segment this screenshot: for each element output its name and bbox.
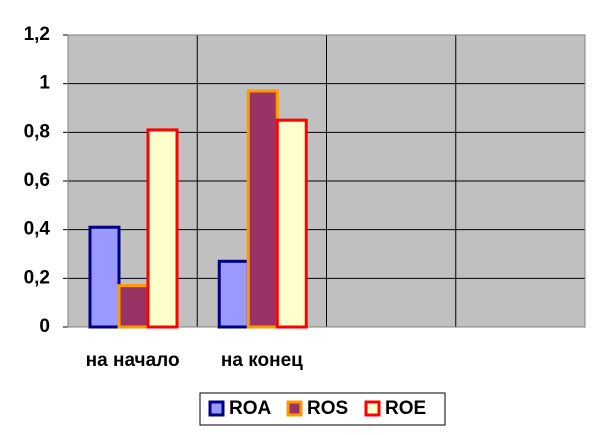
y-tick-label: 1,2	[24, 24, 50, 45]
legend-swatch	[286, 400, 303, 417]
x-tick-label: на конец	[221, 350, 303, 371]
bar	[217, 259, 250, 329]
legend-swatch	[364, 400, 381, 417]
x-tick-label: на начало	[86, 350, 180, 371]
legend-box	[199, 392, 446, 426]
bar	[88, 225, 121, 329]
bar	[146, 128, 179, 329]
legend-label: ROS	[307, 398, 348, 419]
y-tick-label: 0,8	[24, 121, 50, 142]
bar	[117, 284, 150, 329]
y-tick-label: 1	[39, 73, 50, 94]
legend-swatch	[208, 400, 225, 417]
legend-label: ROA	[229, 398, 272, 419]
bar	[246, 89, 279, 329]
y-tick-label: 0	[39, 316, 50, 337]
legend-label: ROE	[385, 398, 426, 419]
y-tick-label: 0,6	[24, 170, 50, 191]
plot-border	[67, 34, 586, 328]
y-tick-label: 0,2	[24, 267, 50, 288]
y-tick-label: 0,4	[24, 219, 51, 240]
bar	[275, 118, 308, 329]
